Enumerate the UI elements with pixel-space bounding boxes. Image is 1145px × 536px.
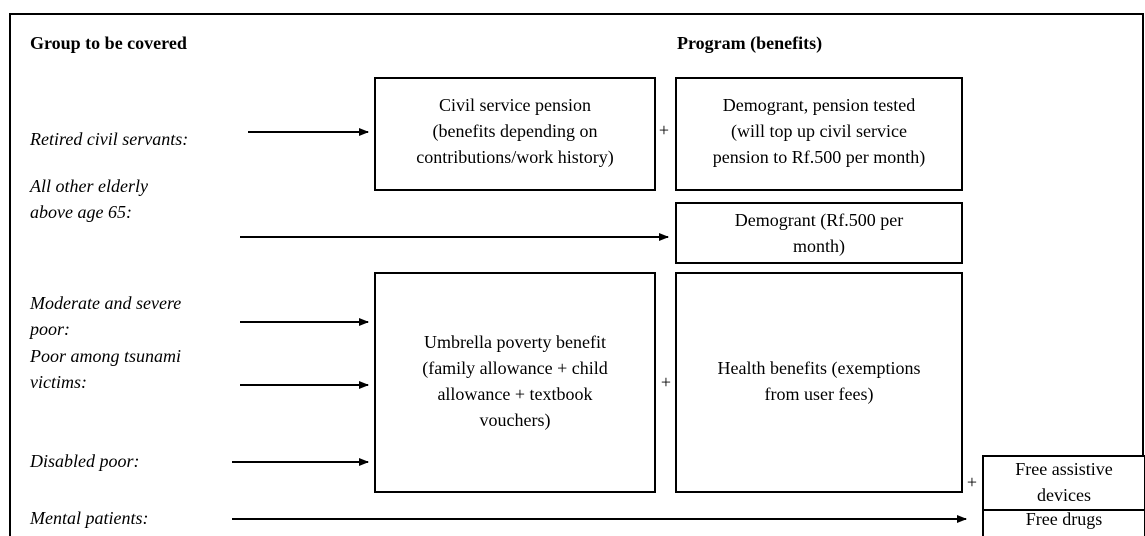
box-text: (benefits depending on [433,121,598,142]
plus-sign: + [659,120,669,140]
box-text: Demogrant (Rf.500 per [735,210,903,231]
box-text: Demogrant, pension tested [723,95,915,115]
program-box [675,202,963,264]
program-box [982,455,1145,511]
box-text: pension to Rf.500 per month) [713,147,925,168]
plus-sign: + [967,472,977,492]
group-label: All other elderly [29,176,148,196]
box-text: vouchers) [480,410,551,431]
group-label: Retired civil servants: [29,129,188,149]
box-text: allowance + textbook [437,384,592,404]
box-text: Free assistive [1015,459,1112,479]
group-label: poor: [28,319,70,339]
box-text: month) [793,236,845,257]
program-box [675,272,963,493]
group-label: above age 65: [30,202,132,222]
program-box [374,77,656,191]
box-text: from user fees) [765,384,874,405]
box-text: (family allowance + child [422,358,608,379]
box-text: Health benefits (exemptions [718,358,921,379]
group-label: Mental patients: [29,508,148,528]
arrows [232,128,967,523]
group-label: Poor among tsunami [29,346,181,366]
program-box [982,509,1145,536]
box-text: Umbrella poverty benefit [424,332,606,352]
group-label: Moderate and severe [29,293,181,313]
header: Group to be covered [30,33,187,53]
program-box [675,77,963,191]
plus-sign: + [661,372,671,392]
program-box [374,272,656,493]
box-text: devices [1037,485,1091,505]
group-label: Disabled poor: [29,451,140,471]
box-text: Civil service pension [439,95,591,115]
group-label: victims: [30,372,87,392]
box-text: Free drugs [1026,509,1102,529]
box-text: contributions/work history) [416,147,613,168]
header: Program (benefits) [677,33,822,54]
box-text: (will top up civil service [731,121,907,142]
